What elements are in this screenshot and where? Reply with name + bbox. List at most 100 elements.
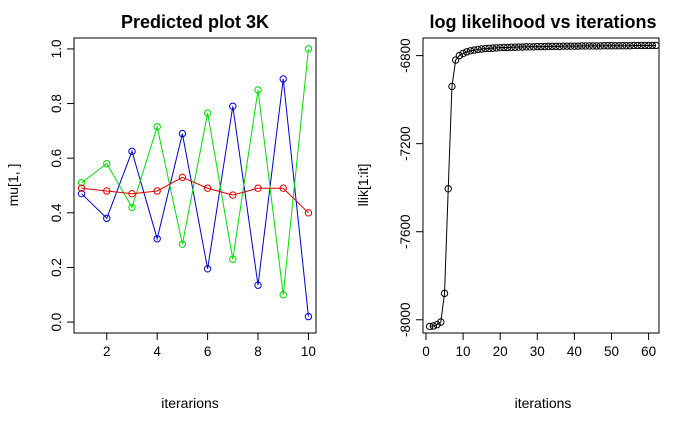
data-point [596, 42, 605, 50]
data-point [578, 42, 586, 50]
data-point [254, 184, 262, 192]
data-marks [77, 45, 313, 321]
y-tick-label: 1.0 [49, 40, 64, 59]
data-point [592, 42, 601, 50]
y-axis-label: llik[1:it] [355, 164, 371, 207]
y-axis-label: mu[1, ] [5, 164, 21, 207]
x-tick-label: 0 [422, 344, 430, 359]
data-point [304, 45, 313, 53]
data-point [153, 235, 161, 243]
data-point [515, 43, 523, 51]
data-point [544, 42, 553, 51]
data-point [451, 56, 460, 64]
data-point [604, 42, 612, 50]
data-marks [425, 41, 660, 331]
data-point [178, 129, 187, 138]
data-point [77, 179, 86, 187]
data-point [500, 43, 508, 52]
chart-panel-predicted: Predicted plot 3K iterarions mu[1, ] 2 4 6… [5, 12, 317, 411]
data-point [128, 147, 136, 156]
data-point [489, 44, 497, 52]
series-line [429, 44, 657, 327]
data-point [541, 42, 549, 51]
series-line [81, 48, 309, 295]
data-point [203, 109, 212, 117]
x-axis-label: iterations [515, 395, 572, 411]
data-point [279, 75, 287, 83]
data-point [77, 189, 86, 198]
data-point [254, 281, 262, 289]
data-point [433, 320, 441, 329]
data-point [304, 209, 313, 217]
x-tick-label: 4 [153, 344, 161, 359]
data-point [77, 184, 86, 192]
data-point [648, 41, 657, 50]
y-tick-label: 0.8 [49, 94, 64, 113]
data-point [429, 322, 438, 330]
x-tick-label: 20 [493, 344, 508, 359]
x-tick-label: 8 [254, 344, 262, 359]
data-point [585, 42, 593, 50]
data-point [522, 43, 530, 51]
data-point [203, 265, 212, 273]
data-point [128, 203, 136, 212]
data-point [103, 187, 111, 195]
data-point [626, 42, 634, 50]
data-point [641, 41, 649, 50]
series-line [81, 176, 309, 214]
x-tick-label: 40 [567, 344, 582, 359]
x-tick-label: 2 [103, 344, 111, 359]
data-point [178, 173, 187, 182]
y-tick-label: 0.0 [49, 313, 64, 332]
data-point [503, 43, 512, 52]
x-tick-label: 10 [301, 344, 316, 359]
data-point [103, 214, 111, 222]
x-tick-label: 10 [456, 344, 471, 359]
y-tick-label: -7600 [398, 214, 413, 249]
data-point [552, 42, 560, 51]
y-tick-label: 0.6 [49, 149, 64, 168]
data-point [229, 102, 237, 110]
y-tick-label: 0.4 [49, 203, 64, 222]
data-point [279, 184, 287, 192]
data-point [203, 184, 212, 192]
data-point [615, 42, 623, 50]
axes: 0 10 20 30 40 50 60 -8000 -7600 -7200 -6800 [398, 38, 656, 359]
series-line [81, 78, 309, 317]
x-tick-label: 30 [530, 344, 545, 359]
y-tick-label: 0.2 [49, 258, 64, 277]
x-axis-label: iterarions [161, 395, 219, 411]
data-point [507, 43, 516, 51]
data-point [304, 312, 313, 321]
chart-title: Predicted plot 3K [121, 12, 269, 32]
data-point [566, 42, 575, 50]
data-point [548, 42, 556, 51]
data-point [463, 48, 471, 56]
x-tick-label: 6 [204, 344, 212, 359]
data-point [153, 187, 161, 195]
data-point [563, 42, 571, 50]
data-point [529, 43, 538, 51]
data-point [607, 42, 616, 50]
axes: 2 4 6 8 10 0.0 0.2 0.4 0.6 0.8 1.0 [49, 40, 316, 359]
data-point [153, 123, 161, 131]
data-point [574, 42, 582, 50]
x-tick-label: 50 [604, 344, 619, 359]
data-point [459, 49, 467, 58]
data-point [103, 159, 111, 168]
data-point [600, 42, 608, 50]
data-point [644, 41, 653, 50]
plot-area-frame [73, 37, 317, 334]
data-point [128, 189, 136, 198]
y-tick-label: -8000 [398, 303, 413, 338]
plot-area-frame [422, 37, 660, 334]
data-point [518, 43, 527, 51]
data-point [570, 42, 579, 50]
x-tick-label: 60 [641, 344, 656, 359]
data-point [618, 42, 627, 50]
data-point [448, 82, 456, 91]
data-point [555, 42, 564, 51]
data-point [425, 322, 434, 331]
data-point [637, 41, 645, 50]
